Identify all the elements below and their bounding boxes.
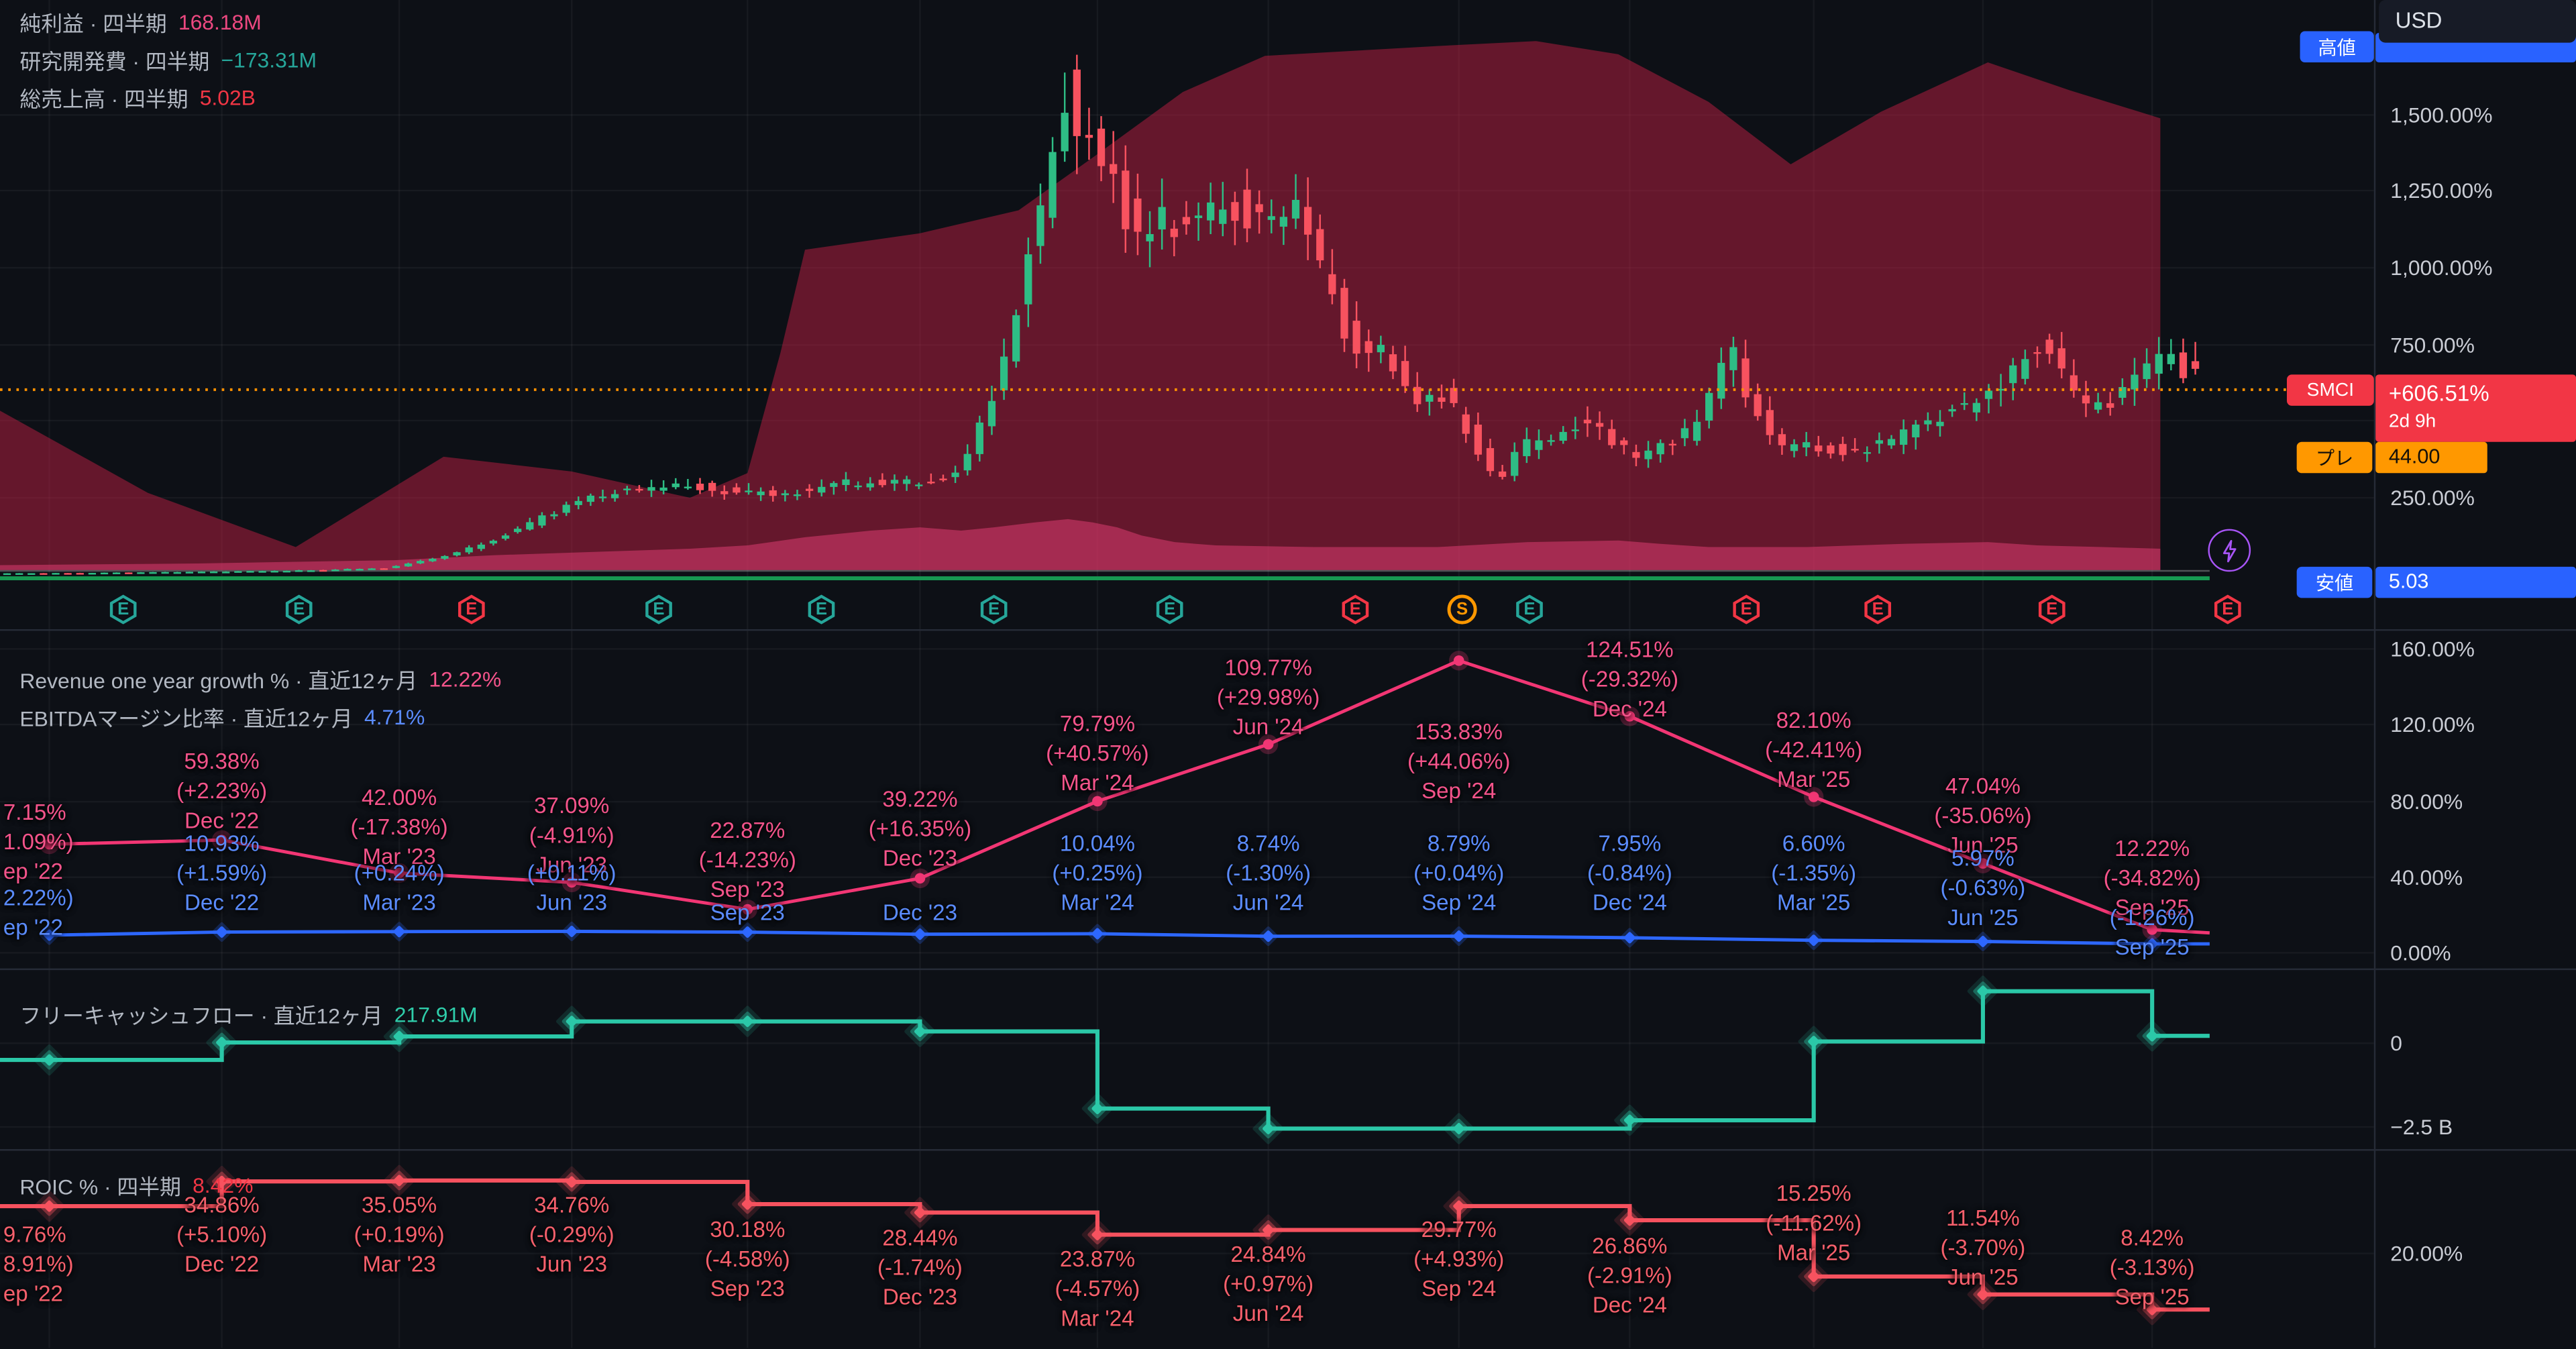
fcf-pane-legend: フリーキャッシュフロー · 直近12ヶ月 217.91M (19, 995, 477, 1033)
revenue-growth-line (49, 659, 2210, 935)
legend-roic-title: ROIC % · 四半期 (19, 1175, 181, 1199)
earnings-letter: E (466, 599, 478, 620)
price-axis[interactable]: 1,500.00% 1,250.00% 1,000.00% 750.00% 250.00… (2375, 0, 2576, 1348)
axis-tick: 1,500.00% (2390, 103, 2493, 127)
legend-roic[interactable]: ROIC % · 四半期 8.42% (19, 1167, 253, 1204)
revenue-area (0, 41, 2161, 570)
earnings-marker[interactable]: E (109, 594, 138, 625)
earnings-letter: E (293, 599, 305, 620)
low-value-axis-box: 5.03 (2375, 566, 2576, 598)
axis-tick: 0.00% (2390, 940, 2451, 965)
lightning-icon (2222, 539, 2236, 562)
earnings-letter: E (1349, 599, 1361, 620)
earnings-marker[interactable]: E (979, 594, 1009, 625)
fcf-pane (0, 975, 2210, 1144)
axis-tick: 250.00% (2390, 485, 2475, 510)
earnings-letter: S (1456, 599, 1468, 620)
axis-tick: 0 (2390, 1030, 2402, 1056)
earnings-marker[interactable]: E (2037, 594, 2067, 625)
legend-net-income[interactable]: 純利益 · 四半期 168.18M (19, 3, 317, 41)
earnings-marker[interactable]: E (644, 594, 674, 625)
price-pane (0, 41, 2374, 580)
earnings-letter: E (1523, 599, 1536, 620)
earnings-letter: E (815, 599, 828, 620)
legend-rnd-value: −173.31M (221, 48, 317, 72)
earnings-marker[interactable]: E (284, 594, 314, 625)
ebitda-margin-line (49, 930, 2210, 946)
axis-tick: 750.00% (2390, 332, 2475, 358)
earnings-letter: E (2222, 599, 2234, 620)
premarket-price-axis-box: 44.00 (2375, 441, 2487, 474)
earnings-letter: E (653, 599, 665, 620)
net-income-area (0, 519, 2161, 570)
axis-tick: 80.00% (2390, 789, 2463, 814)
growth-pane (39, 651, 2210, 954)
axis-tick: 40.00% (2390, 865, 2463, 890)
earnings-letter: E (2046, 599, 2058, 620)
axis-tick: −2.5 B (2390, 1114, 2453, 1140)
legend-revenue-title: 総売上高 · 四半期 (19, 87, 189, 112)
price-pane-legend: 純利益 · 四半期 168.18M 研究開発費 · 四半期 −173.31M 総… (19, 3, 317, 117)
earnings-letter: E (117, 599, 129, 620)
low-badge: 安値 (2296, 566, 2373, 598)
earnings-marker[interactable]: S (1447, 594, 1477, 625)
legend-free-cash-flow[interactable]: フリーキャッシュフロー · 直近12ヶ月 217.91M (19, 995, 477, 1033)
roic-step-line (0, 1178, 2210, 1312)
legend-total-revenue[interactable]: 総売上高 · 四半期 5.02B (19, 79, 317, 117)
roic-pane-legend: ROIC % · 四半期 8.42% (19, 1167, 253, 1204)
ticker-price-axis-box: +606.51% 2d 9h (2375, 374, 2576, 442)
ticker-badge: SMCI (2286, 374, 2374, 406)
roic-pane (0, 1165, 2210, 1326)
legend-revenue-value: 5.02B (199, 85, 256, 111)
ticker-countdown: 2d 9h (2388, 412, 2436, 433)
currency-selector[interactable]: USD (2379, 0, 2576, 43)
earnings-marker[interactable]: E (1731, 594, 1761, 625)
earnings-letter: E (1164, 599, 1176, 620)
earnings-letter: E (988, 599, 1000, 620)
legend-fcf-value: 217.91M (394, 1002, 478, 1027)
boost-lightning-button[interactable] (2208, 529, 2251, 572)
legend-net-income-title: 純利益 · 四半期 (19, 11, 167, 36)
earnings-marker[interactable]: E (2213, 594, 2243, 625)
earnings-marker[interactable]: E (457, 594, 486, 625)
earnings-marker[interactable]: E (1155, 594, 1185, 625)
legend-net-income-value: 168.18M (178, 9, 262, 35)
axis-tick: 1,250.00% (2390, 178, 2493, 203)
earnings-letter: E (1740, 599, 1752, 620)
high-badge: 高値 (2300, 31, 2374, 63)
legend-revenue-growth-title: Revenue one year growth % · 直近12ヶ月 (19, 668, 418, 694)
legend-revenue-growth[interactable]: Revenue one year growth % · 直近12ヶ月 12.22… (19, 660, 501, 698)
earnings-marker[interactable]: E (1340, 594, 1370, 625)
legend-roic-value: 8.42% (193, 1173, 254, 1198)
axis-tick: 20.00% (2390, 1241, 2463, 1266)
earnings-marker[interactable]: E (1863, 594, 1892, 625)
axis-tick: 1,000.00% (2390, 255, 2493, 280)
legend-fcf-title: フリーキャッシュフロー · 直近12ヶ月 (19, 1004, 383, 1029)
axis-tick: 120.00% (2390, 712, 2475, 737)
legend-rnd-expense[interactable]: 研究開発費 · 四半期 −173.31M (19, 41, 317, 78)
axis-tick: 160.00% (2390, 636, 2475, 661)
premarket-badge: プレ (2296, 441, 2373, 474)
earnings-letter: E (1872, 599, 1884, 620)
legend-ebitda-margin-title: EBITDAマージン比率 · 直近12ヶ月 (19, 706, 353, 731)
legend-ebitda-margin[interactable]: EBITDAマージン比率 · 直近12ヶ月 4.71% (19, 698, 501, 736)
growth-pane-legend: Revenue one year growth % · 直近12ヶ月 12.22… (19, 660, 501, 736)
legend-ebitda-margin-value: 4.71% (364, 704, 425, 730)
ticker-change: +606.51% (2388, 381, 2489, 406)
earnings-marker[interactable]: E (1515, 594, 1544, 625)
legend-revenue-growth-value: 12.22% (429, 667, 502, 692)
candlesticks (3, 54, 2200, 576)
legend-rnd-title: 研究開発費 · 四半期 (19, 49, 210, 74)
earnings-marker[interactable]: E (806, 594, 836, 625)
